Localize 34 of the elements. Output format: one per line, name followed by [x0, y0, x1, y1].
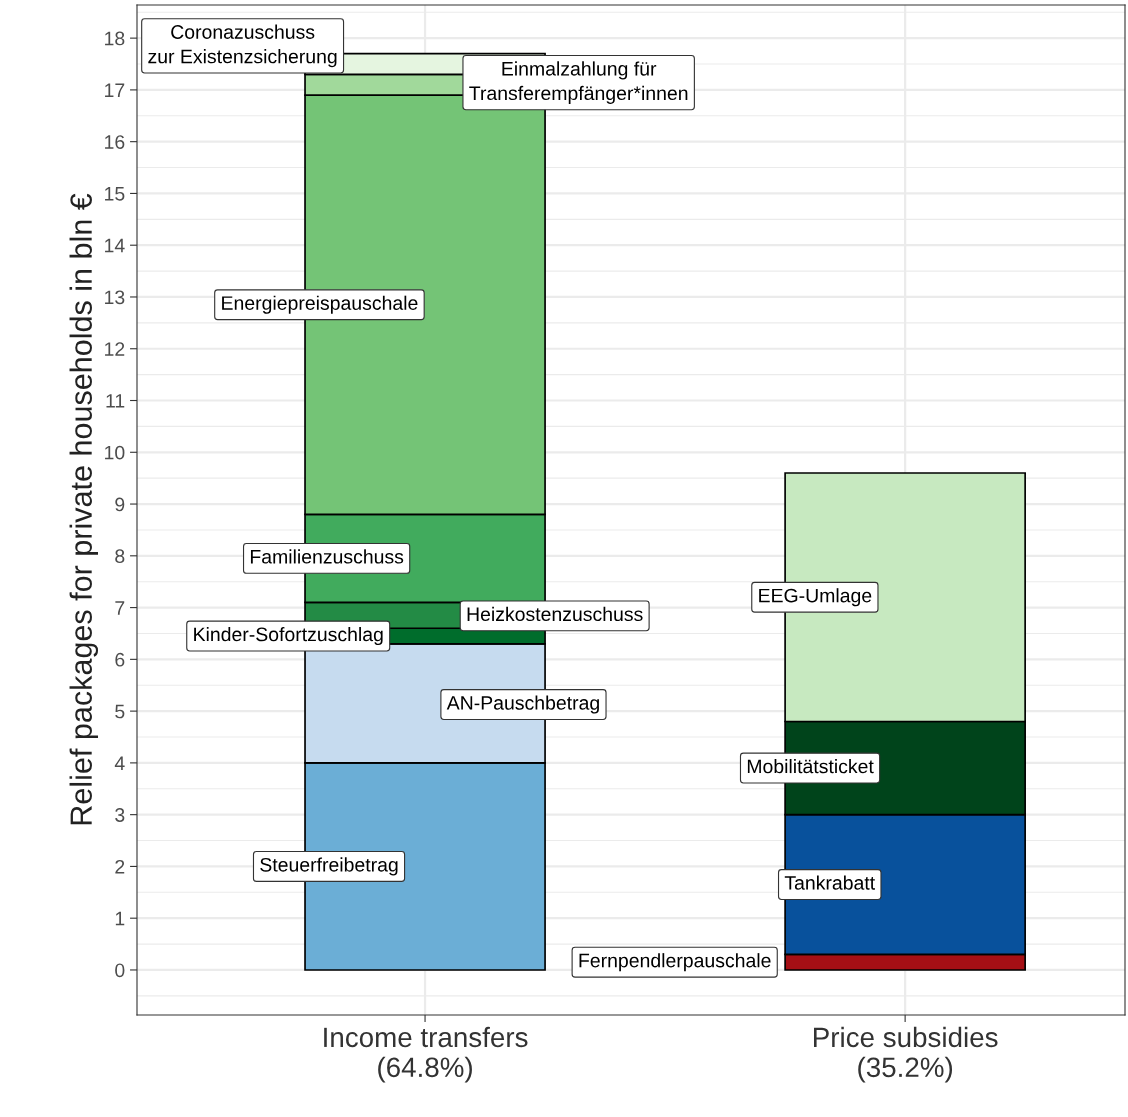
y-tick-label: 1: [115, 911, 125, 926]
y-tick-label: 18: [105, 31, 125, 46]
y-tick-label: 13: [105, 290, 125, 305]
series-label: Coronazuschuss zur Existenzsicherung: [148, 24, 337, 68]
y-tick-label: 0: [115, 963, 125, 978]
y-tick-label: 15: [105, 187, 125, 201]
y-tick-label: 3: [115, 808, 125, 822]
series-label: Energiepreispauschale: [222, 295, 418, 314]
x-tick-label: Price subsidies (35.2%): [814, 1026, 998, 1083]
y-tick-label: 14: [105, 238, 125, 253]
y-axis-title: Relief packages for private households in bln €: [69, 193, 99, 825]
series-label: Tankrabatt: [784, 875, 876, 890]
y-tick-label: 7: [115, 601, 125, 615]
series-label: Heizkostenzuschuss: [467, 606, 643, 622]
y-tick-label: 5: [115, 704, 125, 719]
y-tick-label: 8: [115, 549, 125, 564]
y-tick-label: 12: [105, 342, 125, 356]
series-label: Mobilitätsticket: [747, 759, 874, 774]
series-label: EEG-Umlage: [759, 588, 872, 607]
y-tick-label: 6: [115, 652, 125, 667]
series-label: Kinder-Sofortzuschlag: [194, 626, 383, 646]
y-tick-label: 10: [105, 445, 125, 460]
series-label: Einmalzahlung für Transferempfänger*innen: [469, 61, 688, 104]
series-label: Steuerfreibetrag: [260, 857, 398, 876]
series-label: Familienzuschuss: [250, 549, 404, 564]
x-tick-label: Income transfers (64.8%): [324, 1026, 528, 1083]
y-tick-label: 11: [106, 394, 125, 408]
series-label: AN-Pauschbetrag: [446, 695, 599, 714]
y-tick-label: 4: [114, 756, 125, 770]
y-tick-label: 16: [105, 135, 125, 149]
y-tick-label: 2: [115, 859, 125, 874]
series-label: Fernpendlerpauschale: [579, 953, 771, 972]
y-tick-label: 17: [105, 83, 125, 97]
y-tick-label: 9: [115, 497, 125, 512]
